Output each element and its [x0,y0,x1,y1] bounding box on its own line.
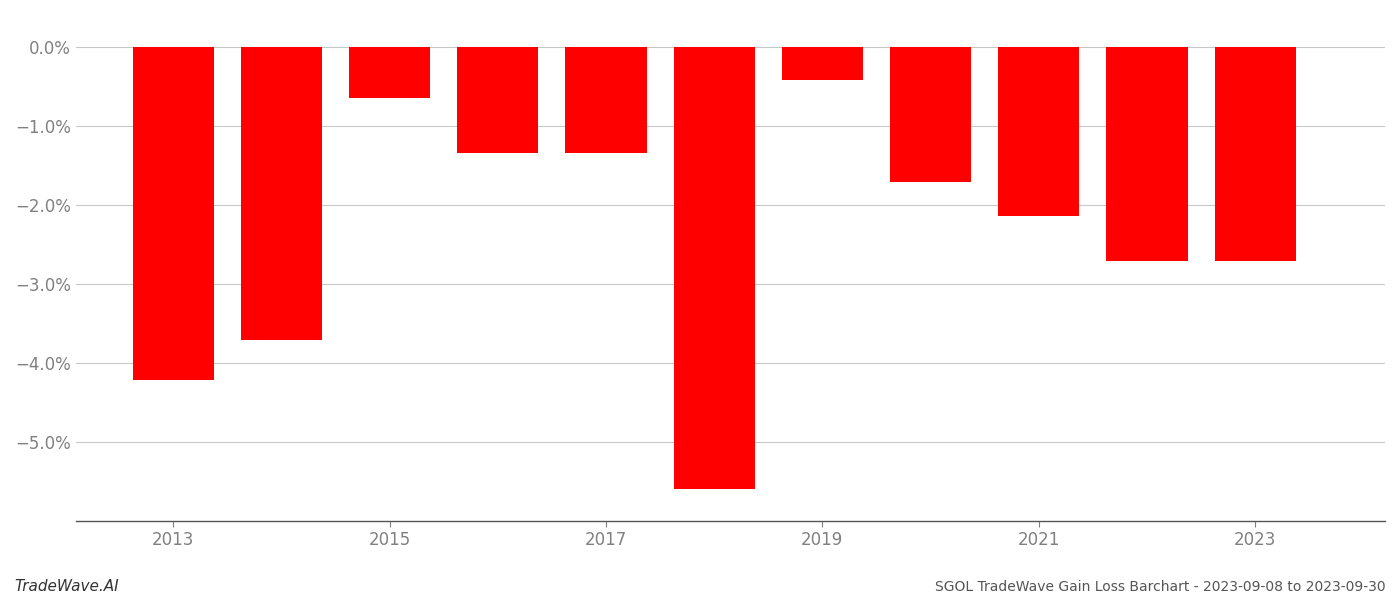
Bar [241,47,322,340]
Bar [781,47,862,80]
Bar [1215,47,1296,262]
Bar [998,47,1079,217]
Bar [673,47,755,489]
Bar [890,47,972,182]
Bar [566,47,647,153]
Bar [133,47,214,380]
Bar [458,47,539,153]
Text: SGOL TradeWave Gain Loss Barchart - 2023-09-08 to 2023-09-30: SGOL TradeWave Gain Loss Barchart - 2023… [935,580,1386,594]
Bar [1106,47,1187,262]
Text: TradeWave.AI: TradeWave.AI [14,579,119,594]
Bar [349,47,430,98]
